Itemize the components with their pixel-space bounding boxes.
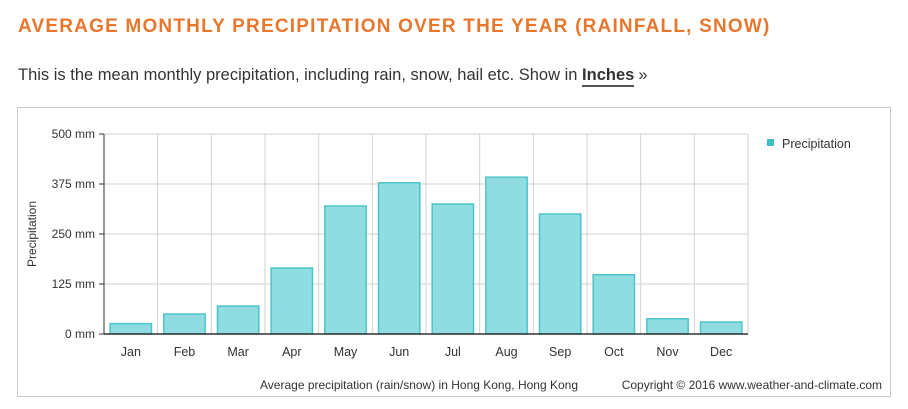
section-heading: AVERAGE MONTHLY PRECIPITATION OVER THE Y… (18, 16, 771, 37)
x-tick-label: Feb (174, 345, 196, 359)
chart-caption: Average precipitation (rain/snow) in Hon… (260, 378, 578, 392)
x-tick-label: Apr (282, 345, 301, 359)
inches-link[interactable]: Inches (582, 66, 635, 87)
chart-copyright: Copyright © 2016 www.weather-and-climate… (622, 378, 882, 392)
intro-text: This is the mean monthly precipitation, … (18, 66, 648, 87)
legend-marker (767, 139, 774, 146)
bar-aug (485, 176, 528, 335)
bar-sep (538, 213, 582, 335)
link-arrow: » (638, 66, 648, 84)
bar-mar (216, 305, 260, 335)
y-axis-label: Precipitation (25, 201, 39, 267)
label-layer: 0 mm 125 mm 250 mm 375 mm 500 mm Jan Feb Mar Apr… (52, 127, 733, 359)
bar-nov (646, 318, 689, 335)
bar-jun (377, 182, 421, 335)
bar-jul (431, 203, 475, 335)
x-tick-label: Nov (656, 345, 679, 359)
x-tick-label: Jul (445, 345, 461, 359)
bar-feb (163, 313, 206, 335)
axis-layer (99, 133, 748, 335)
x-tick-label: Oct (604, 345, 624, 359)
bar-may (324, 205, 367, 335)
x-tick-label: Aug (495, 345, 517, 359)
x-tick-label: Sep (549, 345, 571, 359)
y-tick-label: 375 mm (52, 177, 95, 191)
chart-container: 0 mm 125 mm 250 mm 375 mm 500 mm Jan Feb Mar Apr… (17, 107, 891, 397)
intro-sentence: This is the mean monthly precipitation, … (18, 66, 578, 84)
y-tick-label: 500 mm (52, 127, 95, 141)
legend: Precipitation (767, 137, 851, 151)
x-tick-label: May (334, 345, 358, 359)
bar-apr (270, 267, 314, 335)
x-tick-label: Dec (710, 345, 732, 359)
bar-dec (699, 321, 743, 335)
bar-oct (592, 274, 636, 335)
x-tick-label: Jan (121, 345, 141, 359)
y-tick-label: 0 mm (65, 327, 95, 341)
x-tick-label: Mar (227, 345, 249, 359)
precipitation-chart: 0 mm 125 mm 250 mm 375 mm 500 mm Jan Feb Mar Apr… (25, 127, 882, 392)
x-tick-label: Jun (389, 345, 409, 359)
legend-label: Precipitation (782, 137, 851, 151)
y-tick-label: 250 mm (52, 227, 95, 241)
y-tick-label: 125 mm (52, 277, 95, 291)
bar-jan (109, 322, 153, 335)
grid-layer (104, 133, 749, 335)
